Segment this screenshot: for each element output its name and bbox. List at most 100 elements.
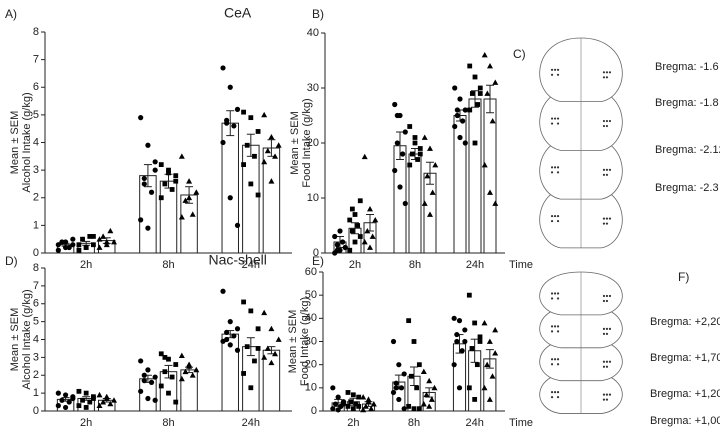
data-point [145, 225, 151, 231]
data-point [100, 399, 107, 405]
data-point [353, 401, 359, 407]
data-point [91, 396, 96, 401]
site-dot [550, 166, 554, 169]
data-point [158, 351, 164, 357]
y-tick-label: 2 [33, 192, 39, 204]
bar [408, 153, 422, 254]
site-dot [602, 217, 606, 220]
site-dot [550, 325, 554, 328]
bregma-label: Bregma: +1,20 [650, 388, 720, 400]
data-point [55, 390, 61, 396]
data-point [224, 120, 230, 126]
y-tick-label: 4 [33, 333, 39, 345]
data-point [492, 350, 499, 356]
data-point [424, 173, 431, 179]
site-dot [605, 222, 609, 225]
data-point [412, 135, 418, 140]
data-point [467, 107, 473, 113]
site-dot [605, 398, 609, 401]
site-dot [553, 68, 557, 71]
data-point [62, 392, 69, 398]
site-dot [550, 122, 554, 125]
data-point [426, 403, 433, 409]
site-dot [605, 76, 609, 79]
data-point [87, 399, 93, 405]
data-point [335, 394, 341, 400]
data-point [141, 378, 147, 384]
data-point [452, 85, 458, 91]
data-point [66, 244, 72, 251]
data-point [272, 153, 279, 159]
data-point [152, 397, 158, 403]
data-point [162, 354, 168, 360]
data-point [80, 236, 85, 242]
y-tick-label: 1 [33, 387, 39, 399]
chart-title: CeA [224, 5, 252, 21]
data-point [141, 372, 147, 378]
data-point [138, 115, 144, 121]
data-point [76, 403, 82, 409]
data-point [365, 396, 372, 402]
data-point [347, 247, 353, 253]
data-point [420, 368, 427, 375]
bregma-label: Bregma: -1.8 [655, 97, 719, 109]
x-tick-label: 8h [162, 259, 174, 271]
data-point [138, 388, 144, 394]
data-point [62, 244, 69, 251]
data-point [362, 403, 369, 409]
data-point [268, 178, 275, 184]
data-point [427, 145, 433, 151]
site-dot [550, 330, 554, 333]
panel-label: D) [5, 254, 18, 268]
data-point [481, 52, 488, 58]
data-point [474, 362, 480, 368]
y-tick-label: 5 [33, 316, 39, 328]
data-point [428, 396, 435, 402]
data-point [451, 362, 457, 368]
data-point [141, 175, 147, 182]
data-point [392, 101, 398, 108]
data-point [402, 200, 408, 207]
data-point [393, 380, 399, 386]
data-point [241, 371, 246, 376]
data-point [162, 181, 168, 187]
data-point [356, 394, 362, 400]
data-point [220, 139, 226, 146]
data-point [469, 346, 475, 351]
data-point [472, 74, 478, 80]
data-point [178, 375, 185, 382]
site-dot [602, 365, 606, 368]
data-point [414, 385, 420, 391]
site-dot [602, 124, 606, 128]
site-dot [602, 360, 606, 363]
data-point [152, 159, 158, 165]
data-point [423, 391, 430, 398]
data-point [275, 336, 282, 342]
site-dot [556, 396, 560, 399]
site-dot [605, 365, 609, 368]
data-point [264, 345, 271, 351]
chart-title: Nac-shell [208, 252, 266, 268]
data-point [173, 173, 179, 179]
panel-label: B) [312, 7, 324, 21]
data-point [369, 233, 376, 239]
site-dot [550, 171, 554, 174]
panel-label: E) [312, 254, 324, 268]
y-axis-label: Food Intake (g/kg) [301, 98, 313, 187]
data-point [76, 242, 82, 248]
site-dot [556, 358, 560, 361]
data-point [361, 153, 368, 160]
data-point [248, 308, 254, 314]
site-dot [556, 297, 560, 300]
data-point [268, 325, 275, 332]
data-point [96, 391, 103, 398]
data-point [484, 90, 491, 96]
data-point [107, 227, 114, 234]
data-point [452, 123, 458, 130]
data-point [234, 347, 241, 353]
x-tick-label: 2h [80, 259, 92, 271]
site-dot [602, 168, 606, 171]
error-bar [336, 236, 344, 248]
data-point [462, 338, 468, 345]
